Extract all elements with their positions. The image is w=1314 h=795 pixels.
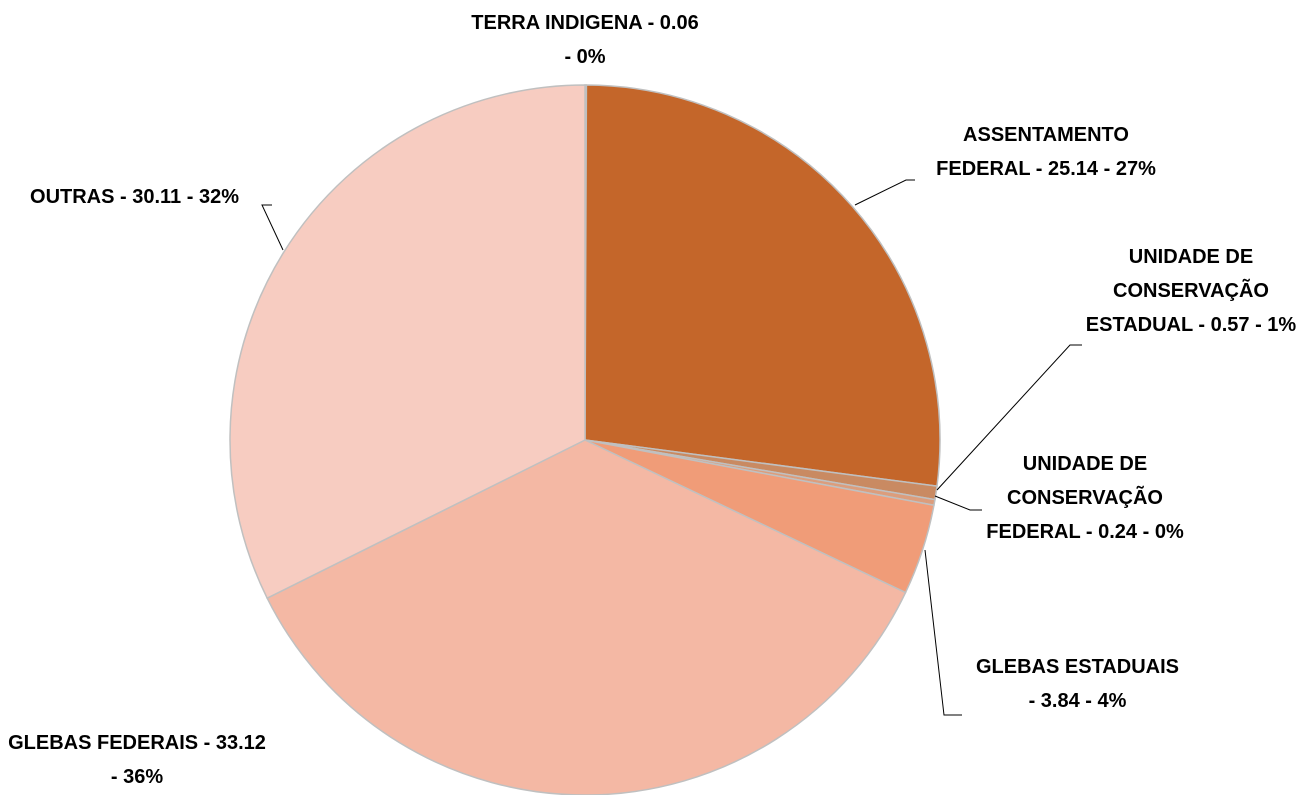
data-label: ASSENTAMENTO FEDERAL - 25.14 - 27% [936, 124, 1156, 180]
data-label: TERRA INDIGENA - 0.06 - 0% [471, 12, 699, 68]
leader-line [936, 344, 1082, 491]
data-label: GLEBAS ESTADUAIS - 3.84 - 4% [976, 656, 1179, 712]
data-label: GLEBAS FEDERAIS - 33.12 - 36% [8, 732, 266, 788]
leader-line [924, 549, 962, 716]
data-label: UNIDADE DE CONSERVAÇÃO FEDERAL - 0.24 - … [986, 453, 1184, 543]
data-label: UNIDADE DE CONSERVAÇÃO ESTADUAL - 0.57 -… [1085, 246, 1297, 336]
slices [229, 84, 941, 795]
data-label: OUTRAS - 30.11 - 32% [30, 186, 239, 208]
pie-slice [229, 84, 586, 600]
leader-line [934, 495, 982, 511]
leader-lines [261, 179, 1082, 716]
leader-line [854, 179, 915, 206]
pie-slice [584, 84, 941, 487]
leader-line [261, 204, 284, 251]
